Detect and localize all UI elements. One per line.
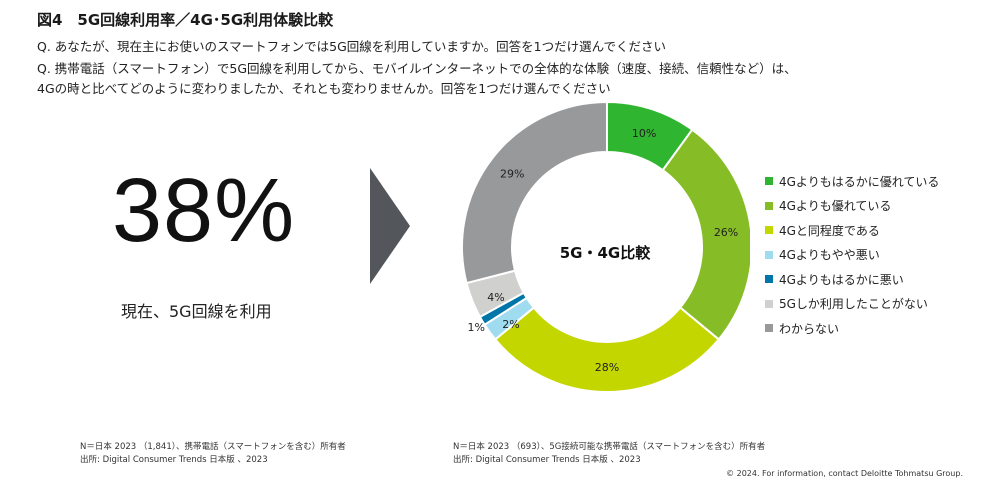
chevron-right-icon bbox=[370, 168, 410, 284]
donut-slice-label-6: 4% bbox=[487, 291, 504, 304]
footnote-left: N＝日本 2023 （1,841）、携帯電話（スマートフォンを含む）所有者 出所… bbox=[80, 441, 346, 467]
footnote-left-sample: N＝日本 2023 （1,841）、携帯電話（スマートフォンを含む）所有者 bbox=[80, 442, 346, 452]
donut-slice-label-3: 28% bbox=[595, 361, 619, 374]
usage-rate-value: 38% bbox=[112, 161, 296, 261]
legend-item-2: 4Gよりも優れている bbox=[765, 194, 939, 219]
legend-swatch bbox=[765, 299, 773, 308]
legend-item-5: 4Gよりもはるかに悪い bbox=[765, 267, 939, 292]
question-2: Q. 携帯電話（スマートフォン）で5G回線を利用してから、モバイルインターネット… bbox=[37, 61, 797, 76]
legend-item-1: 4Gよりもはるかに優れている bbox=[765, 169, 939, 194]
donut-slice-7 bbox=[461, 100, 608, 285]
legend-label: わからない bbox=[779, 321, 840, 336]
donut-chart: 10% 26% 28% 2% 1% 4% 29% 5G・4G比較 bbox=[461, 100, 750, 393]
question-1: Q. あなたが、現在主にお使いのスマートフォンでは5G回線を利用していますか。回… bbox=[37, 39, 667, 54]
legend-item-6: 5Gしか利用したことがない bbox=[765, 292, 939, 317]
usage-rate-label: 現在、5G回線を利用 bbox=[121, 302, 272, 321]
question-2-continuation: 4Gの時と比べてどのように変わりましたか、それとも変わりませんか。回答を1つだけ… bbox=[37, 81, 611, 96]
legend-swatch bbox=[765, 250, 773, 259]
legend-label: 4Gよりも優れている bbox=[779, 199, 892, 214]
donut-slice-label-2: 26% bbox=[714, 226, 738, 239]
donut-slice-label-4: 2% bbox=[502, 318, 519, 331]
legend-label: 4Gよりもやや悪い bbox=[779, 248, 880, 263]
legend-swatch bbox=[765, 177, 773, 186]
legend-label: 4Gと同程度である bbox=[779, 223, 880, 238]
legend-label: 5Gしか利用したことがない bbox=[779, 297, 928, 312]
legend-label: 4Gよりもはるかに優れている bbox=[779, 174, 940, 189]
copyright: © 2024. For information, contact Deloitt… bbox=[726, 469, 963, 478]
legend-item-3: 4Gと同程度である bbox=[765, 218, 939, 243]
legend-swatch bbox=[765, 275, 773, 284]
donut-slice-label-5: 1% bbox=[468, 321, 485, 334]
footnote-right: N＝日本 2023 （693）、5G接続可能な携帯電話（スマートフォンを含む）所… bbox=[453, 441, 765, 467]
figure-title: 図4 5G回線利用率／4G･5G利用体験比較 bbox=[37, 11, 334, 29]
donut-slice-3 bbox=[493, 306, 721, 393]
chart-center-label: 5G・4G比較 bbox=[560, 244, 651, 262]
legend-item-4: 4Gよりもやや悪い bbox=[765, 243, 939, 268]
legend-item-7: わからない bbox=[765, 316, 939, 341]
legend-swatch bbox=[765, 324, 773, 333]
footnote-right-source: 出所: Digital Consumer Trends 日本版 、2023 bbox=[453, 455, 641, 465]
legend-swatch bbox=[765, 226, 773, 235]
legend-label: 4Gよりもはるかに悪い bbox=[779, 272, 904, 287]
chart-legend: 4Gよりもはるかに優れている 4Gよりも優れている 4Gと同程度である 4Gよりもやや… bbox=[765, 169, 939, 341]
donut-slice-label-1: 10% bbox=[632, 127, 656, 140]
footnote-right-sample: N＝日本 2023 （693）、5G接続可能な携帯電話（スマートフォンを含む）所… bbox=[453, 442, 766, 452]
legend-swatch bbox=[765, 201, 773, 210]
donut-slice-label-7: 29% bbox=[500, 167, 524, 180]
footnote-left-source: 出所: Digital Consumer Trends 日本版 、2023 bbox=[80, 455, 268, 465]
